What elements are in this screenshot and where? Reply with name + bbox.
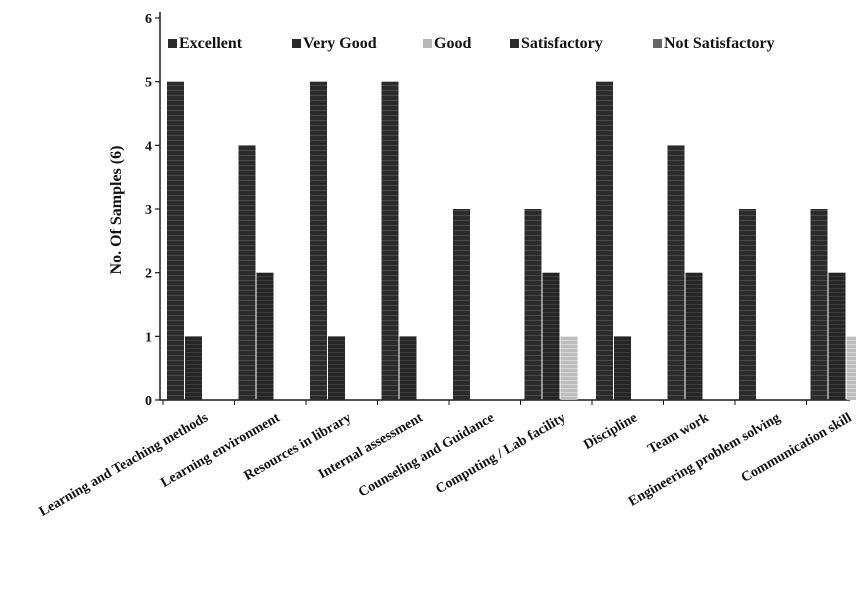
bar-very-good <box>685 272 703 400</box>
legend: Excellent Very Good Good Satisfactory Not Sa… <box>168 35 775 52</box>
bar-excellent <box>667 145 685 400</box>
bar-very-good <box>399 336 417 400</box>
bar-very-good <box>256 272 274 400</box>
legend-label: Very Good <box>303 35 377 52</box>
bar-excellent <box>167 81 184 401</box>
legend-swatch <box>423 39 432 48</box>
bar-good <box>560 336 578 400</box>
bar-excellent <box>810 209 828 400</box>
legend-swatch <box>510 39 519 48</box>
bar-excellent <box>596 81 613 401</box>
y-tick-label: 2 <box>145 267 152 282</box>
bar-very-good <box>328 336 345 400</box>
y-axis-title: No. Of Samples (6) <box>108 146 125 275</box>
legend-label: Satisfactory <box>521 35 603 52</box>
x-category-label: Team work <box>646 410 712 457</box>
bar-good <box>846 336 856 400</box>
bars <box>167 81 856 401</box>
bar-very-good <box>542 272 560 400</box>
y-tick-label: 6 <box>145 12 152 27</box>
y-tick-label: 4 <box>145 139 152 154</box>
bar-excellent <box>524 209 542 400</box>
legend-label: Good <box>434 35 471 52</box>
legend-swatch <box>653 39 662 48</box>
x-category-label: Counseling and Guidance <box>356 410 497 500</box>
legend-label: Excellent <box>179 35 243 52</box>
axes: 0 1 2 3 4 5 6 <box>145 12 850 409</box>
bar-excellent <box>381 81 399 401</box>
x-category-label: Discipline <box>581 410 640 453</box>
bar-very-good <box>185 336 202 400</box>
legend-swatch <box>168 39 177 48</box>
bar-very-good <box>614 336 631 400</box>
y-tick-label: 0 <box>145 394 152 409</box>
y-tick-label: 3 <box>145 203 152 218</box>
bar-very-good <box>828 272 846 400</box>
bar-excellent <box>453 209 470 400</box>
bar-excellent <box>739 209 756 400</box>
y-tick-label: 5 <box>145 76 152 91</box>
legend-label: Not Satisfactory <box>664 35 775 52</box>
y-tick-label: 1 <box>145 330 152 345</box>
bar-excellent <box>238 145 256 400</box>
bar-excellent <box>310 81 327 401</box>
x-category-label: Learning environment <box>158 410 282 491</box>
legend-swatch <box>292 39 301 48</box>
x-category-label: Computing / Lab facility <box>433 410 568 497</box>
